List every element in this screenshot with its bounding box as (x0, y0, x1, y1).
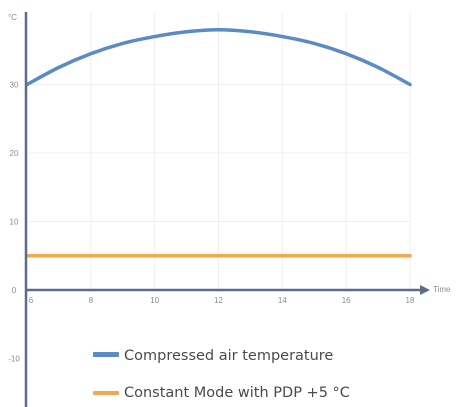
legend: Compressed air temperature Constant Mode… (93, 348, 350, 401)
x-tick-label: 8 (89, 296, 94, 305)
x-tick-label: 16 (342, 296, 351, 305)
y-tick-label: 0 (12, 286, 17, 295)
legend-label-compressed-air: Compressed air temperature (124, 348, 333, 364)
x-tick-label: 14 (278, 296, 287, 305)
legend-label-constant-mode: Constant Mode with PDP +5 °C (124, 385, 350, 401)
series-line-compressed-air (25, 27, 412, 87)
plot-area (25, 27, 412, 258)
legend-item-compressed-air: Compressed air temperature (93, 348, 333, 364)
axes: 6 8 10 12 14 16 18 -10 0 10 20 30 (8, 12, 430, 407)
x-tick-label: 18 (406, 296, 415, 305)
y-axis-label: °C (8, 13, 17, 22)
legend-swatch-compressed-air (93, 352, 119, 357)
legend-swatch-constant-mode (93, 391, 119, 395)
x-tick-label: 10 (150, 296, 159, 305)
x-axis-arrow (420, 285, 430, 295)
y-tick-label: 30 (10, 81, 19, 90)
x-tick-label: 6 (29, 296, 34, 305)
y-tick-label: 20 (10, 149, 19, 158)
x-tick-label: 12 (214, 296, 223, 305)
legend-item-constant-mode: Constant Mode with PDP +5 °C (93, 385, 350, 401)
x-axis-label: Time (433, 285, 451, 294)
y-tick-label: -10 (8, 355, 20, 364)
grid (27, 12, 411, 290)
y-tick-label: 10 (10, 218, 19, 227)
